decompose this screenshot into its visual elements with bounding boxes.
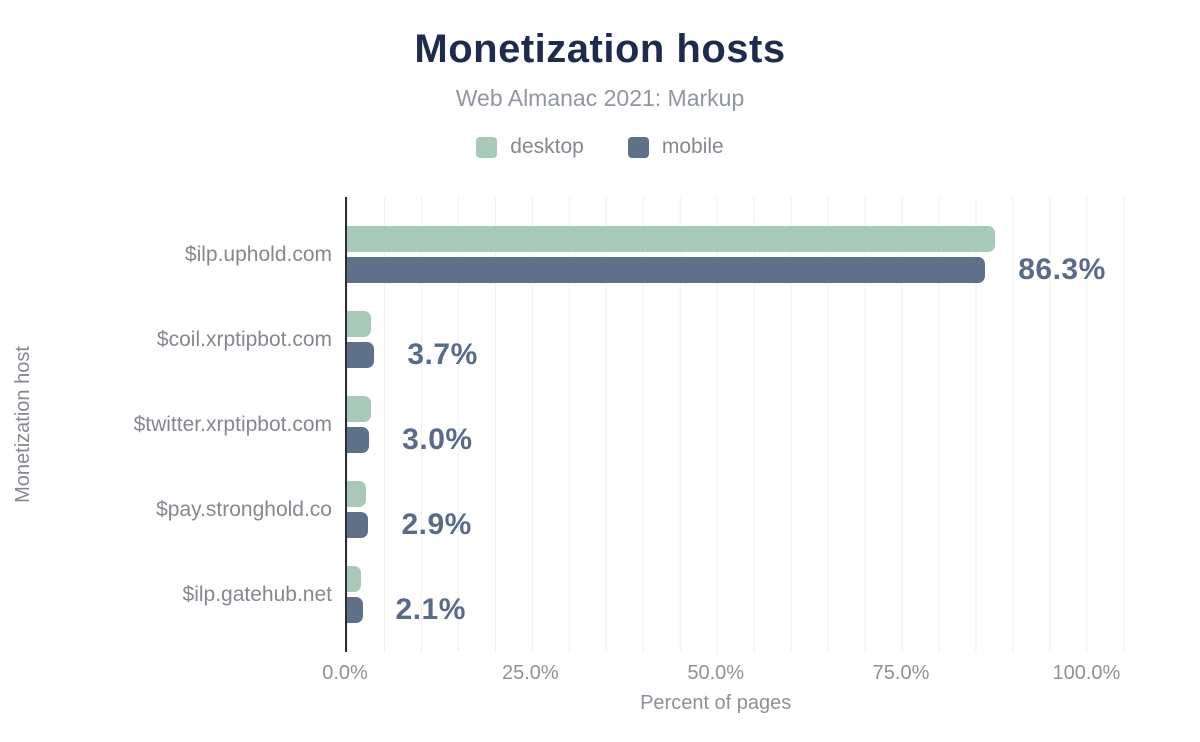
- x-axis: 0.0% 25.0% 50.0% 75.0% 100.0%: [0, 652, 1200, 692]
- mobile-bar: [347, 257, 986, 283]
- mobile-bar-line: 3.7%: [347, 338, 1142, 371]
- desktop-bar: [347, 566, 362, 592]
- mobile-bar: [347, 342, 375, 368]
- chart-title: Monetization hosts: [414, 27, 786, 71]
- bar-group: 3.0%: [347, 382, 1142, 467]
- category-label: $ilp.gatehub.net: [182, 582, 332, 606]
- x-tick-label: 75.0%: [872, 662, 930, 684]
- x-tick-label: 100.0%: [1052, 662, 1121, 684]
- chart-subtitle: Web Almanac 2021: Markup: [455, 85, 745, 111]
- y-axis-title-column: Monetization host: [0, 197, 46, 652]
- desktop-bar-line: [347, 311, 1142, 337]
- mobile-bar: [347, 597, 363, 623]
- mobile-bar-line: 86.3%: [347, 253, 1142, 286]
- desktop-bar-line: [347, 481, 1142, 507]
- desktop-bar: [347, 396, 372, 422]
- x-axis-spacer: [0, 652, 345, 692]
- desktop-bar: [347, 311, 371, 337]
- desktop-bar: [347, 226, 995, 252]
- value-label: 2.1%: [395, 593, 466, 626]
- x-axis-ticks: 0.0% 25.0% 50.0% 75.0% 100.0%: [322, 652, 1142, 692]
- x-tick-label: 25.0%: [501, 662, 559, 684]
- legend-item-desktop: desktop: [476, 135, 584, 159]
- legend-label-mobile: mobile: [661, 135, 724, 158]
- legend: desktop mobile: [0, 135, 1200, 159]
- bar-group: 2.1%: [347, 552, 1142, 637]
- category-label: $ilp.uphold.com: [184, 242, 332, 266]
- desktop-bar-line: [347, 226, 1142, 252]
- category-label: $pay.stronghold.co: [156, 497, 332, 521]
- desktop-bar-line: [347, 566, 1142, 592]
- category-axis: $ilp.uphold.com $coil.xrptipbot.com $twitt…: [46, 197, 345, 652]
- mobile-swatch-icon: [627, 136, 649, 158]
- desktop-bar: [347, 481, 367, 507]
- x-tick-label: 50.0%: [687, 662, 745, 684]
- bar-rows: 86.3% 3.7% 3.0% 2.9% 2.1%: [347, 197, 1142, 652]
- value-label: 3.7%: [407, 338, 478, 371]
- legend-label-desktop: desktop: [510, 135, 584, 158]
- mobile-bar: [347, 427, 370, 453]
- mobile-bar: [347, 512, 369, 538]
- x-axis-title-area: Percent of pages: [345, 692, 1142, 720]
- mobile-bar-line: 2.1%: [347, 593, 1142, 626]
- value-label: 2.9%: [401, 508, 472, 541]
- legend-item-mobile: mobile: [627, 135, 724, 159]
- x-axis-title-row: Percent of pages: [0, 692, 1200, 720]
- category-label: $coil.xrptipbot.com: [156, 327, 332, 351]
- mobile-bar-line: 2.9%: [347, 508, 1142, 541]
- bar-group: 86.3%: [347, 212, 1142, 297]
- value-label: 86.3%: [1018, 253, 1106, 286]
- y-axis-title: Monetization host: [11, 346, 34, 503]
- bar-group: 2.9%: [347, 467, 1142, 552]
- desktop-swatch-icon: [476, 136, 498, 158]
- plot-area: 86.3% 3.7% 3.0% 2.9% 2.1%: [345, 197, 1142, 652]
- desktop-bar-line: [347, 396, 1142, 422]
- mobile-bar-line: 3.0%: [347, 423, 1142, 456]
- value-label: 3.0%: [402, 423, 473, 456]
- bar-group: 3.7%: [347, 297, 1142, 382]
- chart-body: Monetization host $ilp.uphold.com $coil.x…: [0, 197, 1200, 652]
- x-tick-label: 0.0%: [322, 662, 368, 684]
- category-label: $twitter.xrptipbot.com: [133, 412, 332, 436]
- x-axis-title: Percent of pages: [640, 692, 792, 714]
